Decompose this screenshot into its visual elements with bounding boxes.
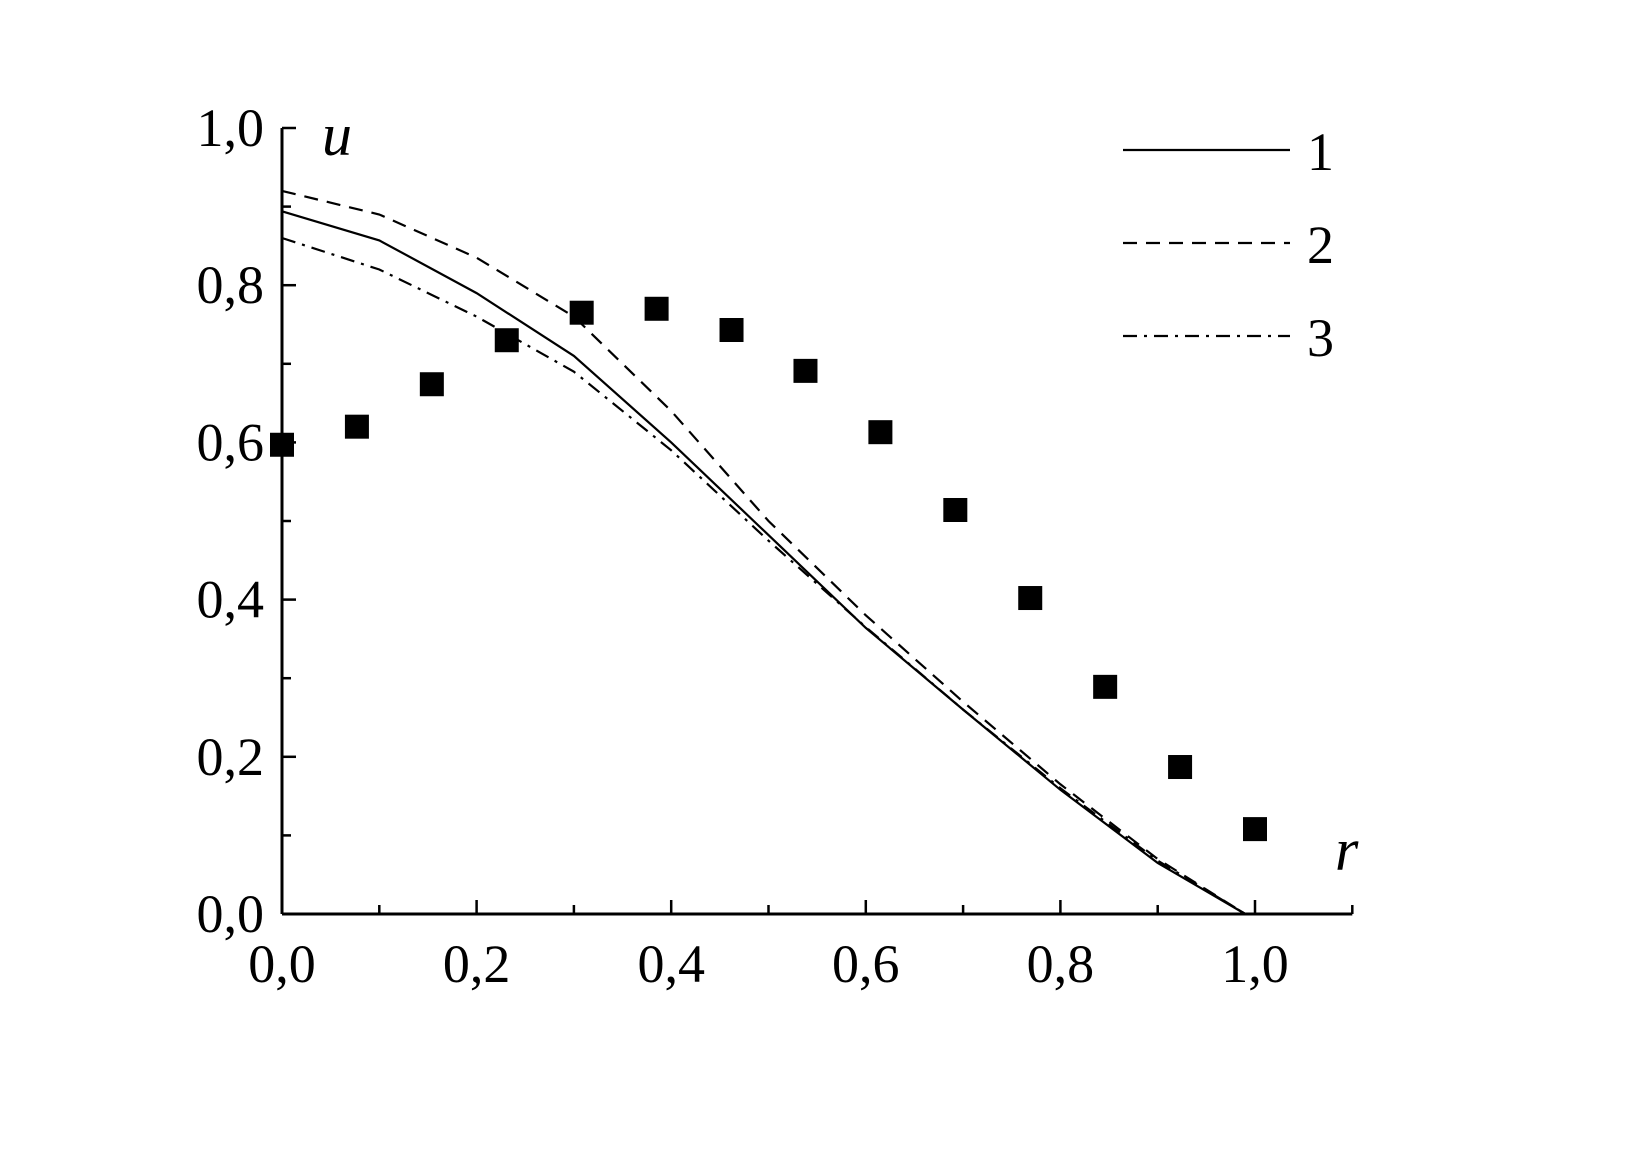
y-tick-label: 0,4 bbox=[197, 570, 265, 630]
data-point-square bbox=[793, 358, 818, 383]
data-point-square bbox=[719, 318, 744, 343]
data-point-square bbox=[644, 296, 669, 321]
data-point-square bbox=[943, 497, 968, 522]
x-tick-label: 0,2 bbox=[443, 934, 511, 994]
y-tick-label: 0,6 bbox=[197, 412, 265, 472]
data-point-square bbox=[1168, 755, 1193, 780]
data-point-square bbox=[494, 328, 519, 353]
series-line-1 bbox=[281, 210, 1246, 915]
legend-label: 3 bbox=[1307, 308, 1334, 368]
series-line-2 bbox=[281, 189, 1246, 915]
legend-label: 2 bbox=[1307, 215, 1334, 275]
data-point-square bbox=[344, 414, 369, 439]
axes: 0,0 0,2 0,4 0,6 0,8 1,0 0,0 0,2 0,4 0,6 0,8 1,0 bbox=[197, 98, 1354, 994]
x-tick-label: 0,0 bbox=[248, 934, 316, 994]
data-point-square bbox=[868, 420, 893, 445]
data-point-square bbox=[270, 432, 294, 457]
x-tick-label: 0,6 bbox=[832, 934, 900, 994]
legend: 1 2 3 bbox=[1123, 122, 1334, 368]
data-point-square bbox=[1018, 586, 1043, 611]
y-tick-label: 0,8 bbox=[197, 255, 265, 315]
data-point-square bbox=[1093, 674, 1118, 699]
y-tick-label: 1,0 bbox=[197, 98, 265, 158]
series-line-3 bbox=[281, 236, 1246, 915]
y-tick-label: 0,0 bbox=[197, 884, 265, 944]
y-tick-label: 0,2 bbox=[197, 727, 265, 787]
x-tick-label: 0,8 bbox=[1027, 934, 1095, 994]
y-axis-label: u bbox=[322, 102, 352, 168]
data-point-square bbox=[419, 372, 444, 397]
x-axis-label: r bbox=[1335, 817, 1359, 883]
data-point-square bbox=[1243, 817, 1267, 842]
x-tick-label: 0,4 bbox=[637, 934, 705, 994]
legend-label: 1 bbox=[1307, 122, 1334, 182]
x-tick-label: 1,0 bbox=[1221, 934, 1289, 994]
data-point-square bbox=[569, 300, 594, 325]
series-group bbox=[270, 189, 1267, 915]
